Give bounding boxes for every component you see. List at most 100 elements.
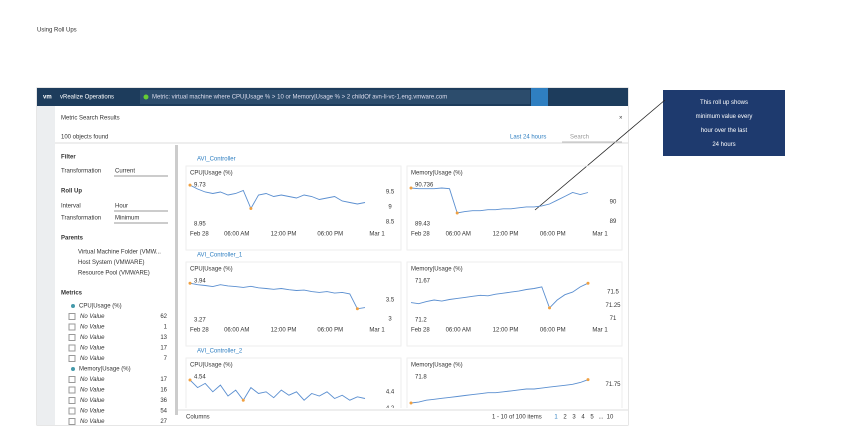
- chart-area: AVI_Controller CPU|Usage (%) 8.5 9 9.5 9.73 8.…: [185, 157, 623, 408]
- max-point: [188, 281, 192, 285]
- min-point: [548, 306, 552, 310]
- x-tick-label: 06:00 AM: [224, 232, 249, 238]
- y-tick-label: 71.25: [605, 303, 621, 309]
- metric-row-count: 36: [160, 398, 167, 404]
- chart-card: [406, 165, 623, 251]
- object-name: AVI_Controller: [197, 157, 236, 163]
- x-tick-label: Feb 28: [411, 328, 430, 334]
- filter-heading: Filter: [61, 155, 76, 161]
- checkbox[interactable]: [68, 376, 76, 383]
- x-tick-label: 12:00 PM: [271, 328, 297, 334]
- min-point: [241, 398, 245, 402]
- min-label: 3.27: [194, 318, 206, 324]
- max-point: [188, 378, 192, 382]
- metric-line: [189, 282, 366, 310]
- x-tick-label: 06:00 PM: [317, 328, 343, 334]
- min-point: [355, 307, 359, 311]
- page-link[interactable]: 4: [581, 415, 585, 421]
- metric-line: [189, 184, 366, 210]
- checkbox[interactable]: [68, 355, 76, 362]
- columns-button[interactable]: Columns: [186, 415, 210, 421]
- dropdown-value: Current: [115, 169, 135, 175]
- y-tick-label: 3.5: [386, 298, 395, 304]
- search-ok: [143, 94, 149, 100]
- max-label: 71.8: [415, 375, 427, 381]
- chart-title: Memory|Usage (%): [411, 267, 463, 273]
- chart-card: [406, 357, 623, 408]
- search-box[interactable]: [140, 90, 530, 104]
- splitter[interactable]: [175, 145, 178, 415]
- page-link[interactable]: 3: [572, 415, 576, 421]
- dropdown-value: Minimum: [115, 216, 139, 222]
- label: Interval: [61, 204, 81, 210]
- y-tick-label: 9.5: [386, 190, 395, 196]
- search-button[interactable]: [531, 88, 548, 106]
- checkbox[interactable]: [68, 334, 76, 341]
- max-label: 71.67: [415, 279, 431, 285]
- metric-row-count: 27: [160, 419, 167, 425]
- min-label: 8.95: [194, 222, 206, 228]
- logo: vm: [43, 95, 52, 101]
- chart-title: CPU|Usage (%): [190, 267, 233, 273]
- page-link[interactable]: 5: [590, 415, 594, 421]
- checkbox[interactable]: [68, 344, 76, 352]
- min-point: [455, 211, 459, 215]
- callout-pointer: [534, 99, 666, 211]
- chart-title: Memory|Usage (%): [411, 363, 463, 369]
- product-name: vRealize Operations: [60, 95, 114, 101]
- checkbox[interactable]: [68, 386, 76, 394]
- x-tick-label: Mar 1: [592, 232, 608, 238]
- page-link[interactable]: 10: [607, 415, 614, 421]
- metric-row-label: No Value: [80, 325, 105, 331]
- x-tick-label: 12:00 PM: [493, 328, 519, 334]
- x-tick-label: 06:00 AM: [224, 328, 249, 334]
- metric-row-count: 17: [160, 346, 167, 352]
- checkbox[interactable]: [68, 418, 76, 425]
- y-tick-label: 3: [388, 317, 392, 323]
- chart-title: Memory|Usage (%): [411, 171, 463, 177]
- rollup-heading: Roll Up: [61, 189, 82, 195]
- page-link[interactable]: ...: [598, 415, 603, 421]
- metric-dot: [71, 304, 75, 308]
- y-tick-label: 71.5: [607, 290, 619, 296]
- chart-card: [185, 357, 402, 408]
- chart-card: [185, 261, 402, 347]
- min-point: [249, 207, 253, 210]
- x-tick-label: Mar 1: [369, 328, 385, 334]
- nav-rail: [37, 106, 55, 425]
- metric-row-count: 13: [160, 335, 167, 341]
- search-input: Search: [570, 135, 589, 141]
- x-tick-label: Feb 28: [411, 232, 430, 238]
- metric-row-count: 1: [164, 325, 168, 331]
- checkbox[interactable]: [68, 313, 76, 320]
- max-point: [409, 186, 413, 190]
- chart-card: [185, 165, 402, 251]
- metric-row-label: No Value: [80, 346, 105, 352]
- metric-line: [189, 379, 366, 402]
- checkbox[interactable]: [68, 397, 76, 404]
- pagination-range: 1 - 10 of 100 items: [492, 415, 542, 421]
- page-link[interactable]: 2: [563, 415, 567, 421]
- panel-title: Metric Search Results: [61, 116, 120, 122]
- max-label: 90.736: [415, 183, 434, 189]
- chart-title: CPU|Usage (%): [190, 363, 233, 369]
- x-tick-label: 06:00 AM: [446, 232, 471, 238]
- dropdown-value: Hour: [115, 204, 128, 210]
- checkbox[interactable]: [68, 323, 76, 331]
- chart-title: CPU|Usage (%): [190, 171, 233, 177]
- chart-card: [406, 261, 623, 347]
- metric-row-count: 54: [160, 409, 167, 415]
- metric-row-count: 7: [164, 356, 168, 362]
- checkbox[interactable]: [68, 407, 76, 415]
- metric-row-label: No Value: [80, 356, 105, 362]
- x-tick-label: 06:00 AM: [446, 328, 471, 334]
- x-tick-label: Mar 1: [369, 232, 385, 238]
- metric-row-label: No Value: [80, 398, 105, 404]
- max-point: [188, 183, 192, 187]
- y-tick-label: 90: [610, 200, 617, 206]
- y-tick-label: 71.75: [605, 382, 621, 388]
- metric-row-label: No Value: [80, 388, 105, 394]
- slide-title: Using Roll Ups: [37, 28, 77, 34]
- x-tick-label: 06:00 PM: [317, 232, 343, 238]
- page-link[interactable]: 1: [554, 415, 558, 421]
